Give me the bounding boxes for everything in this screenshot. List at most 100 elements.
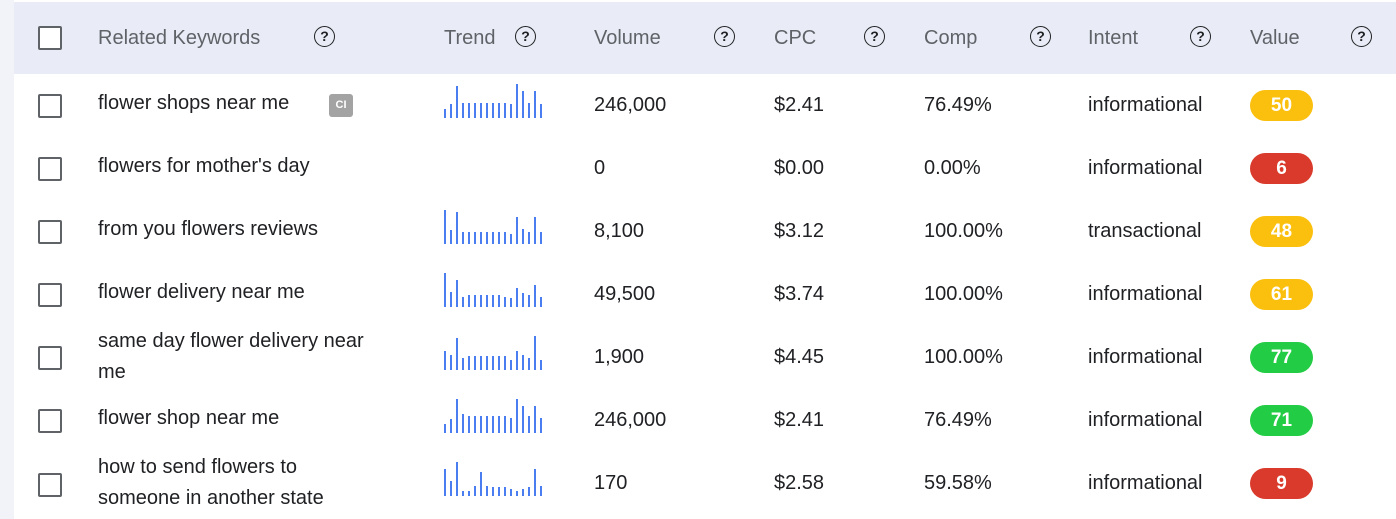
trend-bar [450,104,452,118]
trend-bar [498,487,500,496]
volume-help-icon[interactable]: ? [714,26,735,47]
table-row[interactable]: flowers for mother's day 0 $0.00 0.00% i… [0,137,1396,200]
trend-bar [534,91,536,118]
select-all-checkbox[interactable] [38,26,62,50]
trend-bar [540,297,542,307]
keyword-text[interactable]: flower shop near me [98,407,280,429]
trend-bar [540,360,542,370]
keyword-text[interactable]: from you flowers reviews [98,218,319,240]
trend-bar [504,356,506,370]
trend-bar [468,103,470,118]
intent-value: informational [1088,346,1203,368]
left-edge [0,0,14,519]
trend-sparkline [443,273,547,307]
trend-bar [540,104,542,118]
trend-bar [474,486,476,496]
keywords-help-icon[interactable]: ? [314,26,335,47]
trend-bar [474,416,476,433]
comp-value: 76.49% [924,409,992,431]
trend-bar [522,355,524,370]
table-row[interactable]: same day flower delivery near me 1,900 $… [0,326,1396,389]
trend-bar [480,232,482,244]
trend-bar [504,103,506,118]
trend-bar [522,406,524,433]
keyword-text[interactable]: flower shops near me [98,92,290,114]
trend-bar [474,103,476,118]
header-comp[interactable]: Comp [924,27,978,49]
trend-bar [474,295,476,307]
trend-bar [498,295,500,307]
table-row[interactable]: flower shop near me 246,000 $2.41 76.49%… [0,389,1396,452]
trend-sparkline [443,147,547,181]
header-value[interactable]: Value [1250,27,1300,49]
trend-bar [528,416,530,433]
comp-help-icon[interactable]: ? [1030,26,1051,47]
trend-bar [486,103,488,118]
row-checkbox[interactable] [38,409,62,433]
trend-bar [450,481,452,496]
row-checkbox[interactable] [38,346,62,370]
header-cpc[interactable]: CPC [774,27,817,49]
trend-bar [468,491,470,496]
keyword-text[interactable]: same day flower delivery near me [98,330,364,383]
trend-bar [468,295,470,307]
intent-value: informational [1088,283,1203,305]
header-trend[interactable]: Trend [444,27,496,49]
row-checkbox[interactable] [38,283,62,307]
value-badge: 77 [1250,342,1313,373]
trend-sparkline [443,462,547,496]
header-volume[interactable]: Volume [594,27,661,49]
trend-bar [486,295,488,307]
keyword-text[interactable]: flower delivery near me [98,281,305,303]
trend-bar [492,232,494,244]
trend-bar [504,232,506,244]
trend-bar [462,232,464,244]
table-header [14,2,1396,74]
intent-value: informational [1088,472,1203,494]
trend-sparkline [443,210,547,244]
header-intent[interactable]: Intent [1088,27,1139,49]
trend-bar [528,358,530,370]
trend-bar [444,273,446,307]
trend-bar [516,217,518,244]
cpc-value: $4.45 [774,346,825,368]
intent-value: transactional [1088,220,1202,242]
trend-bar [468,232,470,244]
table-row[interactable]: flower delivery near me 49,500 $3.74 100… [0,263,1396,326]
volume-value: 246,000 [594,94,667,116]
trend-bar [528,103,530,118]
table-row[interactable]: how to send flowers to someone in anothe… [0,452,1396,515]
trend-bar [456,86,458,118]
row-checkbox[interactable] [38,220,62,244]
trend-bar [522,229,524,244]
header-related-keywords[interactable]: Related Keywords [98,27,261,49]
trend-bar [528,232,530,244]
trend-bar [450,230,452,244]
cpc-help-icon[interactable]: ? [864,26,885,47]
row-checkbox[interactable] [38,94,62,118]
row-checkbox[interactable] [38,157,62,181]
cpc-value: $3.12 [774,220,825,242]
trend-bar [486,356,488,370]
row-checkbox[interactable] [38,473,62,497]
trend-bar [516,491,518,496]
trend-bar [480,103,482,118]
value-help-icon[interactable]: ? [1351,26,1372,47]
trend-bar [504,487,506,496]
keyword-text[interactable]: flowers for mother's day [98,155,310,177]
volume-value: 49,500 [594,283,656,305]
trend-bar [444,109,446,118]
trend-bar [534,217,536,244]
trend-help-icon[interactable]: ? [515,26,536,47]
value-badge: 71 [1250,405,1313,436]
trend-bar [456,212,458,244]
intent-help-icon[interactable]: ? [1190,26,1211,47]
trend-sparkline [443,84,547,118]
keyword-text[interactable]: how to send flowers to someone in anothe… [98,456,324,509]
table-row[interactable]: from you flowers reviews 8,100 $3.12 100… [0,200,1396,263]
table-row[interactable]: flower shops near me CI 246,000 $2.41 76… [0,74,1396,137]
intent-value: informational [1088,94,1203,116]
trend-bar [498,103,500,118]
trend-bar [498,232,500,244]
trend-bar [462,297,464,307]
